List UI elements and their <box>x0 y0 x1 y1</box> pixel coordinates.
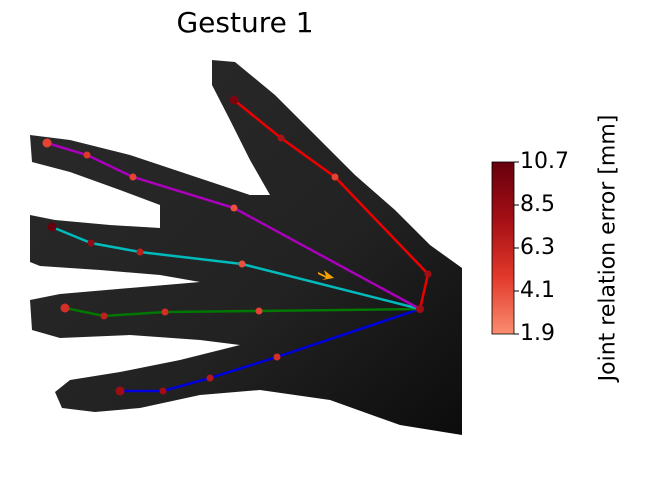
colorbar-ticks <box>514 161 519 335</box>
ring-joint-marker <box>129 173 137 181</box>
joint-markers <box>42 95 432 396</box>
thumb-joint-marker <box>159 387 167 395</box>
index-joint-marker <box>161 308 169 316</box>
pinky-joint-marker <box>331 173 339 181</box>
pinky-joint-marker <box>229 95 239 105</box>
pinky-joint-marker <box>277 134 285 142</box>
middle-joint-marker <box>238 260 246 268</box>
middle-joint-marker <box>87 239 95 247</box>
middle-joint-marker <box>136 248 144 256</box>
thumb-joint-marker <box>273 353 281 361</box>
colorbar <box>491 161 515 335</box>
colorbar-label: Joint relation error [mm] <box>595 114 621 382</box>
colorbar-tick-label: 8.5 <box>520 192 555 217</box>
thumb-joint-marker <box>115 386 125 396</box>
ring-joint-marker <box>83 151 91 159</box>
pinky-joint-marker <box>424 270 432 278</box>
thumb-joint-marker <box>206 374 214 382</box>
ring-joint-marker <box>42 138 52 148</box>
ring-joint-marker <box>230 204 238 212</box>
hand-silhouette <box>30 60 462 435</box>
figure-title: Gesture 1 <box>176 6 314 39</box>
direction-arrow-icon <box>318 270 334 280</box>
colorbar-tick-label: 10.7 <box>520 149 569 174</box>
index-joint-marker <box>100 312 108 320</box>
index-joint-marker <box>60 303 70 313</box>
colorbar-tick-label: 6.3 <box>520 235 555 260</box>
middle-joint-marker <box>47 222 57 232</box>
wrist-joint-marker <box>416 305 424 313</box>
index-joint-marker <box>255 307 263 315</box>
colorbar-tick-label: 4.1 <box>520 278 555 303</box>
colorbar-tick-label: 1.9 <box>520 321 555 346</box>
